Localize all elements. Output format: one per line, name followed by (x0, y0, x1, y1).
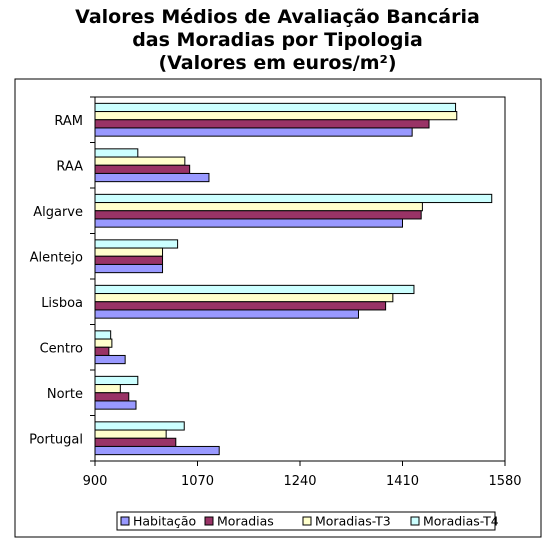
plot-area (94, 96, 506, 462)
bar-habita-o-norte (94, 400, 137, 410)
chart-title-line-1: Valores Médios de Avaliação Bancária (75, 6, 480, 28)
x-tick-label: 1410 (386, 474, 419, 489)
y-tick-label-algarve: Algarve (33, 205, 83, 220)
legend-label-moradias-t3: Moradias-T3 (315, 514, 391, 529)
bar-moradias-t3-alentejo (94, 247, 164, 257)
legend-swatch-moradias-t4 (410, 516, 420, 526)
bar-moradias-lisboa (94, 301, 387, 311)
bar-moradias-t4-raa (94, 148, 139, 158)
bar-habita-o-centro (94, 354, 126, 365)
bar-moradias-t3-portugal (94, 429, 167, 439)
chart-title-line-2: das Moradias por Tipologia (132, 29, 423, 51)
bar-moradias-t4-algarve (94, 193, 493, 204)
bar-moradias-portugal (94, 437, 177, 447)
legend-swatch-moradias-t3 (302, 516, 312, 526)
y-tick-label-raa: RAA (56, 159, 83, 174)
legend-swatch-habita-o (120, 516, 130, 526)
bar-moradias-t4-norte (94, 375, 139, 386)
bar-moradias-t3-norte (94, 384, 121, 394)
bar-moradias-centro (94, 346, 110, 356)
bar-moradias-t4-lisboa (94, 284, 415, 295)
bar-moradias-t3-centro (94, 338, 113, 348)
y-tick-label-alentejo: Alentejo (30, 250, 83, 265)
legend-label-habita-o: Habitação (133, 514, 196, 529)
x-tick-label: 1070 (181, 474, 214, 489)
bar-moradias-ram (94, 119, 430, 129)
legend-label-moradias-t4: Moradias-T4 (423, 514, 499, 529)
bar-habita-o-portugal (94, 445, 220, 456)
legend-swatch-moradias (204, 516, 214, 526)
bar-moradias-t4-portugal (94, 421, 185, 431)
bar-moradias-t4-ram (94, 102, 457, 113)
chart-title: Valores Médios de Avaliação Bancária das… (0, 6, 555, 75)
x-tick-label: 900 (83, 474, 108, 489)
bar-moradias-algarve (94, 210, 422, 220)
bar-moradias-norte (94, 392, 130, 402)
y-tick-label-lisboa: Lisboa (41, 296, 83, 311)
y-tick-label-norte: Norte (47, 387, 83, 402)
legend-label-moradias: Moradias (217, 514, 274, 529)
bar-habita-o-lisboa (94, 309, 359, 319)
bar-habita-o-raa (94, 172, 210, 183)
bar-moradias-t3-algarve (94, 202, 423, 212)
bar-moradias-t4-centro (94, 330, 112, 340)
y-tick-label-centro: Centro (40, 341, 83, 356)
x-tick-label: 1240 (283, 474, 316, 489)
x-tick-label: 1580 (488, 474, 521, 489)
bar-habita-o-alentejo (94, 263, 164, 274)
bar-moradias-t3-ram (94, 111, 458, 121)
bar-moradias-raa (94, 164, 191, 174)
y-tick-label-ram: RAM (54, 114, 83, 129)
y-tick-label-portugal: Portugal (29, 432, 83, 447)
bar-moradias-t4-alentejo (94, 239, 179, 249)
bar-moradias-t3-lisboa (94, 293, 394, 303)
bar-habita-o-algarve (94, 218, 403, 228)
bar-moradias-alentejo (94, 255, 164, 265)
chart-title-line-3: (Valores em euros/m²) (158, 52, 397, 74)
bar-habita-o-ram (94, 127, 413, 137)
bar-moradias-t3-raa (94, 156, 186, 166)
